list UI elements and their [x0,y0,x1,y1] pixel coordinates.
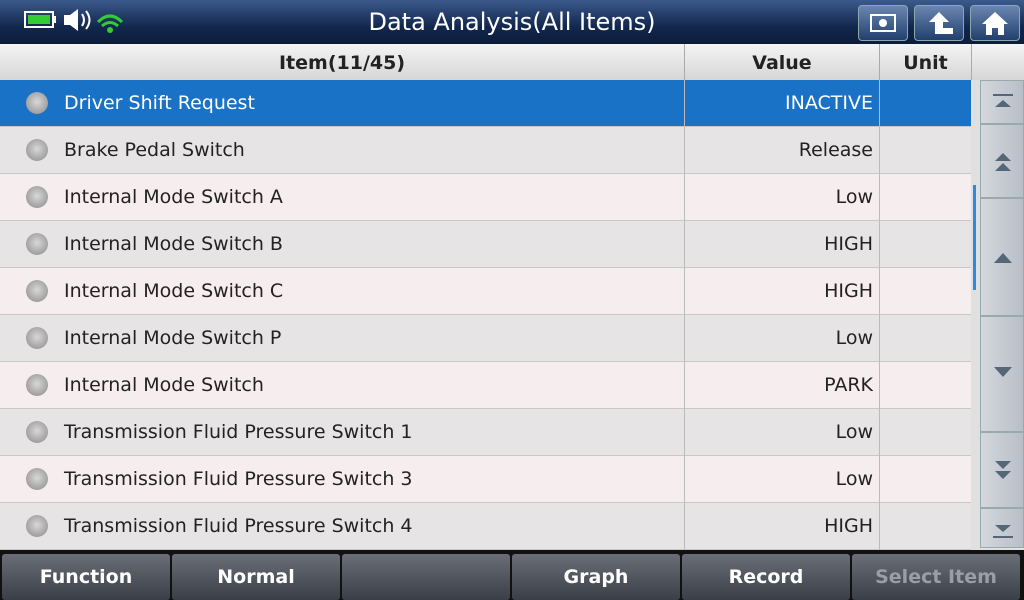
item-name: Internal Mode Switch P [64,327,282,349]
toolbar-button[interactable]: Function [2,554,170,600]
item-value: Low [835,186,873,208]
item-name: Internal Mode Switch [64,374,264,396]
scroll-bottom-button[interactable] [980,508,1024,548]
table-row[interactable]: Internal Mode Switch A Low [0,174,971,221]
cell-divider [684,315,685,362]
back-button[interactable] [914,5,964,41]
cell-divider [879,456,880,503]
scroll-down-button[interactable] [980,316,1024,432]
scroll-up-button[interactable] [980,198,1024,316]
cell-divider [684,268,685,315]
cell-divider [684,362,685,409]
item-value: HIGH [824,233,873,255]
item-name: Internal Mode Switch A [64,186,283,208]
toolbar-button[interactable] [342,554,510,600]
toolbar-button[interactable]: Select Item [852,554,1020,600]
cell-divider [879,362,880,409]
status-icons [24,9,124,33]
table-row[interactable]: Internal Mode Switch C HIGH [0,268,971,315]
scrollbar [971,80,1024,550]
column-header: Value [685,44,880,80]
toolbar-button[interactable]: Record [682,554,850,600]
table-row[interactable]: Transmission Fluid Pressure Switch 4 HIGH [0,503,971,550]
cell-divider [879,503,880,550]
cell-divider [684,174,685,221]
item-name: Transmission Fluid Pressure Switch 1 [64,421,413,443]
cell-divider [684,221,685,268]
item-value: Low [835,468,873,490]
scroll-top-button[interactable] [980,80,1024,124]
toolbar-button[interactable]: Graph [512,554,680,600]
toolbar-button[interactable]: Normal [172,554,340,600]
item-name: Transmission Fluid Pressure Switch 4 [64,515,413,537]
column-header: Item(11/45) [0,44,685,80]
column-header: Unit [880,44,972,80]
radio [26,233,48,255]
table-row[interactable]: Brake Pedal Switch Release [0,127,971,174]
table-header: Item(11/45) Value Unit [0,44,1024,81]
table-row[interactable]: Internal Mode Switch P Low [0,315,971,362]
item-value: PARK [824,374,873,396]
cell-divider [684,503,685,550]
item-name: Internal Mode Switch B [64,233,283,255]
page-down-button[interactable] [980,432,1024,508]
screenshot-button[interactable] [858,5,908,41]
item-value: Release [798,139,873,161]
cell-divider [879,315,880,362]
table-row[interactable]: Driver Shift Request INACTIVE [0,80,971,127]
cell-divider [879,80,880,127]
table-row[interactable]: Transmission Fluid Pressure Switch 1 Low [0,409,971,456]
item-name: Brake Pedal Switch [64,139,245,161]
item-name: Driver Shift Request [64,92,255,114]
radio [26,468,48,490]
cell-divider [684,80,685,127]
radio [26,186,48,208]
item-value: Low [835,327,873,349]
table-row[interactable]: Internal Mode Switch B HIGH [0,221,971,268]
cell-divider [879,409,880,456]
radio [26,515,48,537]
item-value: INACTIVE [785,92,873,114]
item-name: Transmission Fluid Pressure Switch 3 [64,468,413,490]
radio [26,92,48,114]
cell-divider [684,127,685,174]
table-row[interactable]: Internal Mode Switch PARK [0,362,971,409]
table-row[interactable]: Transmission Fluid Pressure Switch 3 Low [0,456,971,503]
toolbar: Function Normal Graph Record Select Item [0,550,1024,600]
cell-divider [879,174,880,221]
radio [26,374,48,396]
cell-divider [684,409,685,456]
item-name: Internal Mode Switch C [64,280,284,302]
radio [26,421,48,443]
radio [26,280,48,302]
radio [26,139,48,161]
home-button[interactable] [970,5,1020,41]
cell-divider [879,127,880,174]
item-value: Low [835,421,873,443]
page-up-button[interactable] [980,124,1024,198]
title: Data Analysis(All Items) [368,8,656,36]
radio [26,327,48,349]
cell-divider [879,268,880,315]
cell-divider [684,456,685,503]
title-bar: Data Analysis(All Items) [0,0,1024,44]
item-value: HIGH [824,515,873,537]
cell-divider [879,221,880,268]
item-value: HIGH [824,280,873,302]
